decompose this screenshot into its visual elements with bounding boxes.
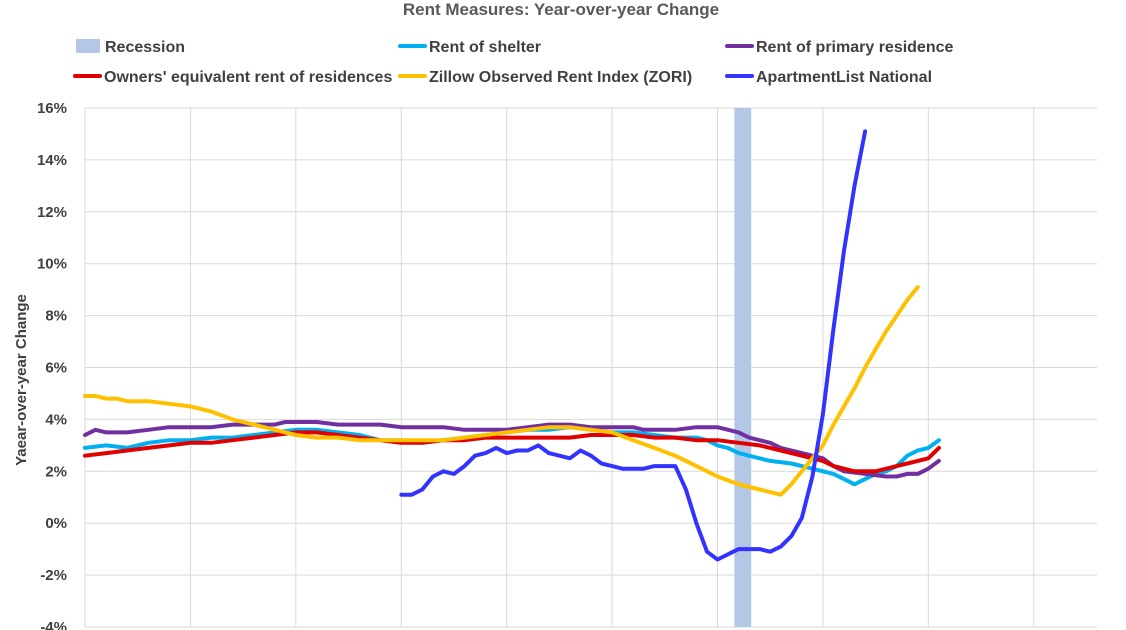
y-tick-label: 2% [45,463,67,480]
series-line [83,285,920,497]
series-line [83,430,941,474]
legend: Recession Rent of shelter Rent of primary … [73,39,954,86]
y-tick-label: 4% [45,411,67,428]
chart-title: Rent Measures: Year-over-year Change [403,0,719,19]
y-tick-label: 16% [37,100,67,117]
y-tick-label: 12% [37,204,67,221]
legend-label: Rent of primary residence [756,39,954,56]
y-tick-label: 10% [37,256,67,273]
y-tick-label: 0% [45,515,67,532]
y-tick-label: 14% [37,152,67,169]
y-tick-label: 8% [45,308,67,325]
recession-band [734,108,752,627]
y-tick-label: -2% [40,567,67,584]
legend-label: Rent of shelter [429,39,541,56]
series-line [399,129,868,562]
legend-swatch [76,39,100,53]
legend-label: Zillow Observed Rent Index (ZORI) [429,69,692,86]
y-tick-label: -4% [40,619,67,630]
plot-area: -4% -2% 0% 2% 4% 6% 8% 10% 12% 14% 16% [37,100,1097,630]
legend-label: Owners' equivalent rent of residences [104,69,392,86]
y-axis-label: Yaear-over-year Change [13,294,30,466]
y-tick-label: 6% [45,360,67,377]
legend-label: Recession [105,39,185,56]
legend-label: ApartmentList National [756,69,932,86]
